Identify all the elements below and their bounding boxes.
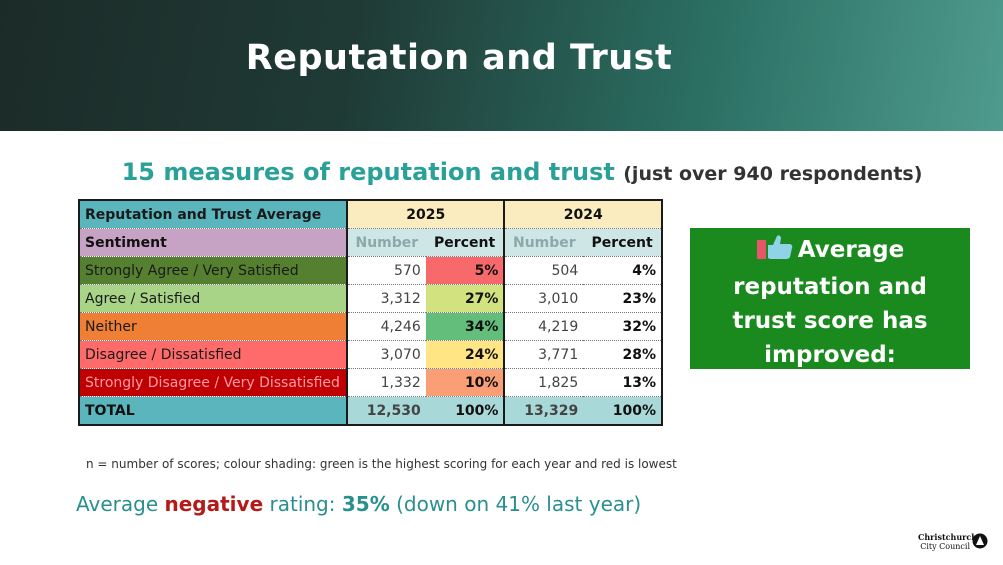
council-logo: Christchurch City Council bbox=[918, 532, 988, 552]
percent-2025: 10% bbox=[425, 368, 505, 397]
thumbs-up-icon bbox=[756, 234, 794, 270]
logo-emblem-icon bbox=[972, 533, 988, 549]
number-header-2025: Number bbox=[345, 228, 426, 257]
footnote: n = number of scores; colour shading: gr… bbox=[86, 457, 677, 471]
total-number-2024: 13,329 bbox=[503, 396, 584, 426]
total-percent-2025: 100% bbox=[425, 396, 505, 426]
year-2024-header: 2024 bbox=[503, 200, 662, 229]
table-header-row: Reputation and Trust Average 2025 2024 bbox=[79, 200, 662, 229]
total-label: TOTAL bbox=[79, 396, 347, 426]
percent-2025: 24% bbox=[425, 340, 505, 369]
callout-comparison: 31% vs 27% last year bbox=[698, 375, 915, 396]
table-row: Disagree / Dissatisfied 3,070 24% 3,771 28% bbox=[79, 340, 662, 369]
sentiment-label: Strongly Agree / Very Satisfied bbox=[79, 256, 347, 285]
number-2025: 3,312 bbox=[345, 284, 426, 313]
slide-title: Reputation and Trust bbox=[245, 38, 673, 78]
subtitle-main: 15 measures of reputation and trust bbox=[121, 158, 615, 186]
sentiment-label: Agree / Satisfied bbox=[79, 284, 347, 313]
number-2025: 1,332 bbox=[345, 368, 426, 397]
number-2024: 4,219 bbox=[503, 312, 584, 341]
percent-2024: 28% bbox=[583, 340, 662, 369]
table-title: Reputation and Trust Average bbox=[79, 200, 347, 229]
table-row: Strongly Agree / Very Satisfied 570 5% 504 4… bbox=[79, 256, 662, 285]
subtitle: 15 measures of reputation and trust (jus… bbox=[0, 158, 1003, 186]
improvement-callout: Average reputation and trust score has i… bbox=[690, 228, 970, 396]
percent-header-2024: Percent bbox=[583, 228, 662, 257]
sentiment-label: Neither bbox=[79, 312, 347, 341]
callout-headline: Average reputation and trust score has i… bbox=[698, 233, 962, 372]
negative-value: 35% bbox=[341, 492, 390, 516]
number-2025: 570 bbox=[345, 256, 426, 285]
percent-header-2025: Percent bbox=[425, 228, 505, 257]
percent-2024: 32% bbox=[583, 312, 662, 341]
number-2025: 3,070 bbox=[345, 340, 426, 369]
number-2024: 3,010 bbox=[503, 284, 584, 313]
title-banner: Reputation and Trust bbox=[0, 0, 1003, 131]
table-row: Neither 4,246 34% 4,219 32% bbox=[79, 312, 662, 341]
number-header-2024: Number bbox=[503, 228, 584, 257]
number-2024: 504 bbox=[503, 256, 584, 285]
sentiment-header: Sentiment bbox=[79, 228, 347, 257]
negative-rating-line: Average negative rating: 35% (down on 41… bbox=[76, 492, 642, 516]
total-number-2025: 12,530 bbox=[345, 396, 426, 426]
sentiment-label: Strongly Disagree / Very Dissatisfied bbox=[79, 368, 347, 397]
percent-2025: 34% bbox=[425, 312, 505, 341]
year-2025-header: 2025 bbox=[345, 200, 505, 229]
percent-2024: 4% bbox=[583, 256, 662, 285]
sentiment-label: Disagree / Dissatisfied bbox=[79, 340, 347, 369]
total-row: TOTAL 12,530 100% 13,329 100% bbox=[79, 396, 662, 426]
subtitle-respondents: (just over 940 respondents) bbox=[623, 163, 923, 185]
table-subheader-row: Sentiment Number Percent Number Percent bbox=[79, 228, 662, 257]
total-percent-2024: 100% bbox=[583, 396, 662, 426]
percent-2025: 5% bbox=[425, 256, 505, 285]
negative-word: negative bbox=[164, 492, 264, 516]
number-2025: 4,246 bbox=[345, 312, 426, 341]
table-row: Agree / Satisfied 3,312 27% 3,010 23% bbox=[79, 284, 662, 313]
number-2024: 3,771 bbox=[503, 340, 584, 369]
percent-2024: 13% bbox=[583, 368, 662, 397]
table-row: Strongly Disagree / Very Dissatisfied 1,3… bbox=[79, 368, 662, 397]
number-2024: 1,825 bbox=[503, 368, 584, 397]
percent-2025: 27% bbox=[425, 284, 505, 313]
reputation-table: Reputation and Trust Average 2025 2024 S… bbox=[78, 199, 663, 426]
percent-2024: 23% bbox=[583, 284, 662, 313]
